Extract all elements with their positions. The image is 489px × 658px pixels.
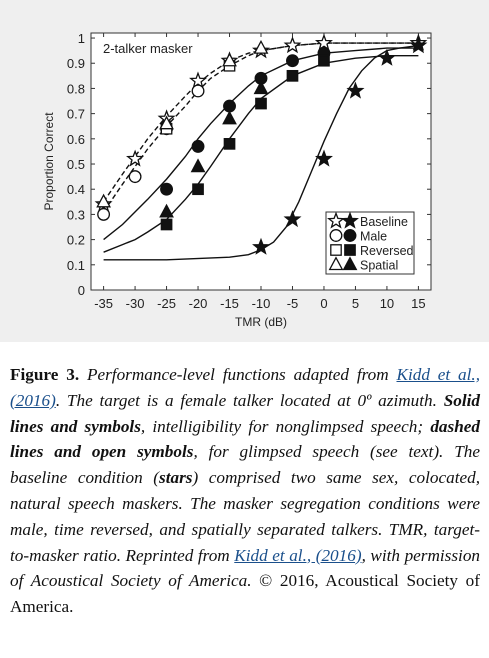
- legend-label: Reversed: [360, 244, 414, 258]
- data-point-baseline-nonglimpsed: [346, 81, 365, 99]
- caption-text: . The target is a female talker located …: [55, 390, 444, 410]
- citation-link[interactable]: Kidd et al., (2016): [10, 365, 480, 410]
- x-tick-label: -30: [126, 296, 145, 311]
- legend-marker-filled: [344, 244, 356, 256]
- y-tick-label: 0.3: [67, 207, 85, 222]
- y-tick-label: 0: [78, 283, 85, 298]
- chart-svg: -35 -30 -25 -20 -15 -10 -5 0 5 10 15 0 0.1 0.2 0.3 0.4 0…: [42, 31, 432, 329]
- data-point-spatial-glimpsed: [253, 39, 269, 54]
- legend-box: [325, 211, 415, 275]
- data-point-baseline-nonglimpsed: [283, 210, 302, 228]
- legend-marker-open: [327, 211, 345, 229]
- caption-text: , intelligibility for nonglimpsed speech…: [140, 416, 431, 436]
- y-axis-label: Proportion Correct: [42, 112, 56, 211]
- x-tick-label: -10: [252, 296, 271, 311]
- y-tick-label: 1: [78, 31, 85, 46]
- data-point-baseline-glimpsed: [283, 36, 302, 54]
- data-point-baseline-glimpsed: [314, 33, 333, 51]
- data-point-male-glimpsed: [191, 84, 205, 98]
- data-point-reversed-nonglimpsed: [255, 97, 267, 110]
- chart-annotation: 2-talker masker: [103, 41, 193, 56]
- x-tick-label: -25: [157, 296, 176, 311]
- figure-caption: Figure 3. Performance-level functions ad…: [10, 362, 480, 620]
- legend-label: Spatial: [360, 259, 398, 273]
- caption-label: Figure 3.: [10, 365, 80, 384]
- y-tick-label: 0.1: [67, 258, 85, 273]
- data-point-baseline-nonglimpsed: [409, 36, 428, 54]
- data-point-male-glimpsed: [128, 170, 142, 184]
- data-point-reversed-nonglimpsed: [318, 54, 330, 67]
- data-point-reversed-nonglimpsed: [286, 69, 299, 82]
- x-tick-label: 0: [320, 296, 327, 311]
- data-point-male-nonglimpsed: [191, 139, 205, 153]
- y-tick-label: 0.9: [67, 56, 85, 71]
- legend-marker-filled: [342, 256, 358, 271]
- data-point-spatial-nonglimpsed: [222, 110, 237, 125]
- x-axis-label: TMR (dB): [235, 315, 287, 329]
- legend-marker-open: [328, 256, 344, 271]
- y-tick-label: 0.6: [67, 132, 85, 147]
- x-tick-label: -5: [287, 296, 299, 311]
- legend-marker-filled: [343, 229, 357, 242]
- data-point-male-nonglimpsed: [286, 54, 299, 68]
- caption-text: , with permission of Acoustical Society …: [10, 545, 481, 591]
- caption-emphasis: dashed lines and open symbols: [10, 416, 480, 462]
- data-point-baseline-glimpsed: [126, 149, 145, 167]
- data-point-reversed-nonglimpsed: [223, 138, 236, 150]
- data-point-baseline-nonglimpsed: [377, 48, 396, 66]
- caption-text: , for glimpsed speech (see text). The ba…: [10, 442, 480, 488]
- data-point-reversed-nonglimpsed: [192, 183, 204, 196]
- x-tick-label: -35: [94, 296, 113, 311]
- data-point-spatial-glimpsed: [222, 52, 237, 67]
- data-point-baseline-nonglimpsed: [314, 149, 333, 167]
- data-point-baseline-glimpsed: [189, 71, 208, 89]
- x-tick-label: 10: [380, 296, 394, 311]
- data-point-reversed-nonglimpsed: [160, 218, 173, 231]
- legend-marker-open: [329, 229, 343, 242]
- data-point-spatial-nonglimpsed: [159, 203, 174, 218]
- caption-emphasis: Solid lines and symbols: [10, 390, 480, 436]
- y-tick-label: 0.7: [67, 107, 85, 122]
- chart-area: -35 -30 -25 -20 -15 -10 -5 0 5 10 15 0 0.1 0.2 0.3 0.4 0…: [0, 0, 489, 342]
- x-tick-label: -20: [189, 296, 208, 311]
- legend-marker-filled: [341, 211, 359, 229]
- data-point-male-nonglimpsed: [160, 182, 174, 196]
- legend-label: Male: [360, 230, 387, 244]
- copyright-text: © 2016, Acoustical Society of America.: [10, 571, 480, 617]
- caption-text: ) comprised two same sex, colocated, nat…: [10, 468, 480, 565]
- y-tick-label: 0.4: [67, 182, 85, 197]
- citation-link[interactable]: Kidd et al., (2016): [234, 545, 362, 565]
- x-tick-label: -15: [220, 296, 239, 311]
- y-tick-label: 0.2: [67, 233, 85, 248]
- caption-text: Performance-level functions adapted from: [79, 365, 397, 384]
- data-point-spatial-nonglimpsed: [253, 80, 269, 95]
- x-tick-label: 15: [411, 296, 425, 311]
- series-line-male-nonglimpsed: [103, 47, 419, 241]
- y-tick-label: 0.5: [67, 157, 85, 172]
- data-point-male-glimpsed: [97, 207, 111, 221]
- data-point-spatial-nonglimpsed: [190, 158, 206, 173]
- x-tick-label: 5: [352, 296, 359, 311]
- series-line-reversed-nonglimpsed: [103, 55, 419, 253]
- legend-marker-open: [330, 244, 342, 256]
- data-point-spatial-glimpsed: [96, 193, 111, 208]
- caption-emphasis: stars: [159, 468, 193, 488]
- data-point-male-nonglimpsed: [223, 99, 236, 113]
- y-tick-label: 0.8: [67, 81, 85, 96]
- series-line-baseline-glimpsed: [103, 42, 419, 203]
- legend-label: Baseline: [360, 215, 408, 229]
- data-point-baseline-nonglimpsed: [252, 237, 270, 255]
- data-point-spatial-glimpsed: [159, 115, 174, 130]
